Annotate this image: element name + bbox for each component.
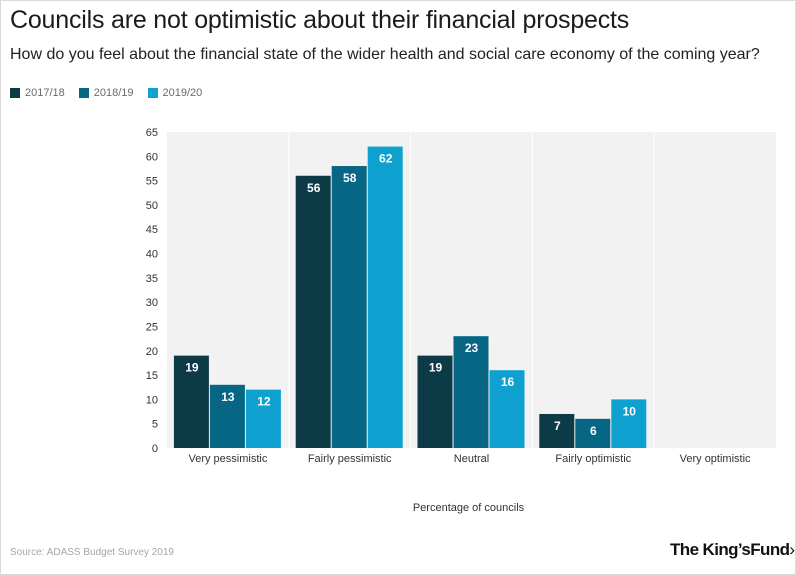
y-tick-label: 60: [146, 151, 158, 163]
chart-subtitle: How do you feel about the financial stat…: [10, 46, 760, 63]
chart-title: Councils are not optimistic about their …: [10, 6, 630, 34]
bar: [173, 355, 209, 448]
data-label: 23: [465, 341, 479, 355]
data-label: 7: [554, 419, 561, 433]
legend-item-2019-20[interactable]: 2019/20: [147, 87, 203, 99]
y-tick-label: 35: [146, 273, 158, 285]
data-label: 13: [221, 390, 235, 404]
data-label: 6: [590, 424, 597, 438]
data-label: 56: [307, 181, 321, 195]
y-tick-label: 0: [152, 443, 158, 455]
bar: [575, 418, 611, 448]
bar: [453, 336, 489, 448]
source-note: Source: ADASS Budget Survey 2019: [10, 547, 174, 558]
y-tick-label: 65: [146, 127, 158, 139]
data-label: 19: [429, 361, 443, 375]
y-tick-label: 15: [146, 370, 158, 382]
x-tick-label: Fairly pessimistic: [308, 453, 392, 465]
bar: [417, 355, 453, 448]
bar: [611, 399, 647, 448]
legend-item-2017-18[interactable]: 2017/18: [10, 87, 65, 99]
data-label: 19: [185, 361, 199, 375]
y-tick-label: 20: [146, 346, 158, 358]
y-tick-label: 25: [146, 321, 158, 333]
data-label: 16: [501, 375, 515, 389]
bar: [295, 175, 331, 448]
legend: 2017/18 2018/19 2019/20: [10, 87, 202, 99]
y-tick-label: 30: [146, 297, 158, 309]
x-tick-label: Fairly optimistic: [555, 453, 631, 465]
bar: [367, 146, 403, 449]
legend-swatch: [78, 88, 89, 98]
y-tick-label: 10: [146, 394, 158, 406]
kings-fund-logo: The King’sFund›: [670, 540, 795, 559]
x-tick-label: Very pessimistic: [188, 453, 267, 465]
data-label: 10: [623, 404, 637, 418]
bar: [539, 413, 575, 448]
x-axis-label: Percentage of councils: [413, 502, 525, 514]
y-tick-label: 40: [146, 249, 158, 261]
legend-swatch: [147, 88, 158, 98]
data-label: 12: [257, 395, 271, 409]
x-tick-label: Very optimistic: [680, 453, 751, 465]
bar: [245, 389, 281, 448]
legend-label: 2019/20: [162, 87, 203, 99]
bar: [209, 384, 245, 448]
y-tick-label: 55: [146, 176, 158, 188]
y-tick-label: 50: [146, 200, 158, 212]
y-tick-label: 45: [146, 224, 158, 236]
bar: [331, 166, 367, 448]
legend-label: 2017/18: [25, 87, 65, 99]
legend-label: 2018/19: [93, 87, 134, 99]
legend-item-2018-19[interactable]: 2018/19: [78, 87, 134, 99]
data-label: 62: [379, 152, 393, 166]
bar: [489, 370, 525, 448]
data-label: 58: [343, 171, 357, 185]
y-tick-label: 5: [152, 419, 158, 431]
legend-swatch: [10, 88, 20, 98]
x-tick-label: Neutral: [454, 453, 489, 465]
